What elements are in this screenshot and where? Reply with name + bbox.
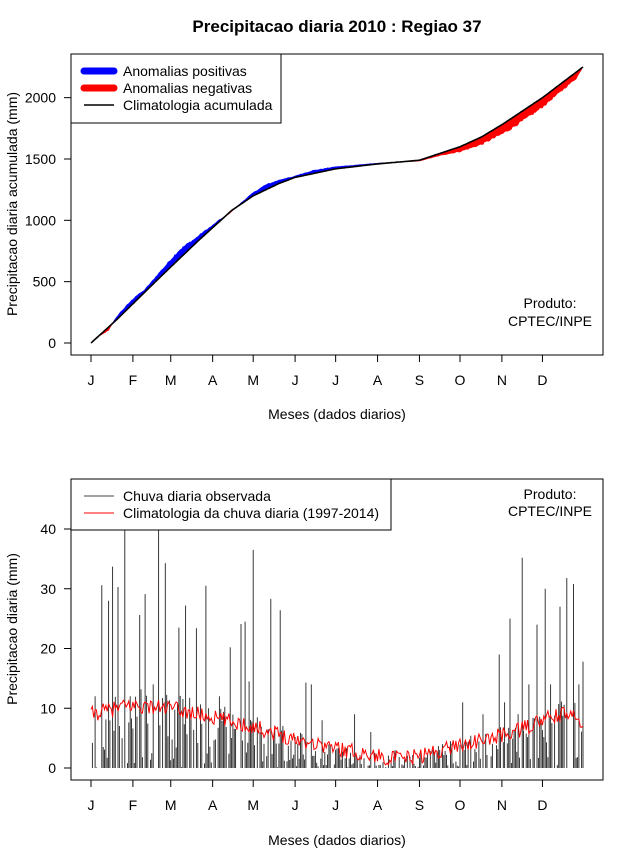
top-legend: Anomalias positivas Anomalias negativas …	[70, 53, 282, 124]
bottom-x-tick-label: N	[497, 797, 507, 813]
bottom-y-tick-label: 20	[40, 641, 56, 657]
bottom-y-tick-label: 0	[48, 760, 56, 776]
top-x-axis-label: Meses (dados diarios)	[268, 406, 406, 422]
bottom-credit-line-1: Produto:	[524, 486, 577, 502]
top-credit-line-2: CPTEC/INPE	[508, 313, 592, 329]
bottom-observed-bars	[91, 526, 584, 768]
top-x-tick-label: S	[415, 372, 424, 388]
top-x-tick-label: N	[497, 372, 507, 388]
top-x-tick-label: J	[332, 372, 339, 388]
figure-title: Precipitacao diaria 2010 : Regiao 37	[192, 17, 481, 36]
top-x-tick-label: A	[373, 372, 383, 388]
top-chart: 0 500 1000 1500 2000 J F M A M J J A S O N D Precipitac…	[4, 53, 604, 422]
bottom-climatology-line	[90, 699, 584, 767]
bottom-x-tick-label: M	[165, 797, 177, 813]
bottom-x-tick-label: A	[208, 797, 218, 813]
bottom-legend-label-climatology: Climatologia da chuva diaria (1997-2014)	[123, 505, 379, 521]
top-x-tick-label: F	[129, 372, 138, 388]
bottom-x-tick-label: A	[373, 797, 383, 813]
top-x-tick-label: J	[88, 372, 95, 388]
bottom-x-tick-label: D	[537, 797, 547, 813]
bottom-x-tick-label: J	[88, 797, 95, 813]
bottom-y-tick-label: 10	[40, 700, 56, 716]
top-x-tick-label: M	[165, 372, 177, 388]
bottom-y-axis-label: Precipitacao diaria (mm)	[4, 553, 20, 705]
negative-anomaly-band-5	[401, 67, 582, 163]
bottom-credit-line-2: CPTEC/INPE	[508, 503, 592, 519]
top-x-tick-label: O	[455, 372, 466, 388]
bottom-x-tick-label: F	[129, 797, 138, 813]
top-y-axis-label: Precipitacao diaria acumulada (mm)	[4, 92, 20, 316]
top-x-tick-label: J	[292, 372, 299, 388]
bottom-x-tick-label: J	[292, 797, 299, 813]
top-positive-anomaly-layer	[90, 161, 401, 344]
bottom-y-tick-label: 30	[40, 581, 56, 597]
top-y-tick-label: 1500	[25, 151, 56, 167]
top-x-tick-label: D	[537, 372, 547, 388]
bottom-y-axis: 0 10 20 30 40	[40, 521, 72, 776]
top-x-tick-label: M	[247, 372, 259, 388]
top-y-tick-label: 0	[48, 335, 56, 351]
top-legend-label-negative: Anomalias negativas	[123, 80, 252, 96]
bottom-x-axis-label: Meses (dados diarios)	[268, 832, 406, 848]
bottom-legend-label-observed: Chuva diaria observada	[123, 488, 271, 504]
top-y-tick-label: 500	[33, 274, 57, 290]
top-y-tick-label: 1000	[25, 212, 56, 228]
bottom-x-tick-label: S	[415, 797, 424, 813]
top-x-tick-label: A	[208, 372, 218, 388]
bottom-x-tick-label: M	[247, 797, 259, 813]
bottom-x-tick-label: J	[332, 797, 339, 813]
bottom-legend-box	[70, 478, 392, 531]
bottom-chart: 0 10 20 30 40 J F M A M J J A S O N D Precipitacao diar…	[4, 478, 604, 848]
top-legend-label-positive: Anomalias positivas	[123, 63, 247, 79]
top-credit-line-1: Produto:	[524, 295, 577, 311]
bottom-legend: Chuva diaria observada Climatologia da c…	[70, 478, 392, 531]
bottom-x-tick-label: O	[455, 797, 466, 813]
top-y-axis: 0 500 1000 1500 2000	[25, 90, 72, 351]
top-climatology-line	[90, 66, 584, 344]
bottom-y-tick-label: 40	[40, 521, 56, 537]
top-legend-label-climatology: Climatologia acumulada	[123, 97, 273, 113]
top-y-tick-label: 2000	[25, 90, 56, 106]
positive-anomaly-band-4	[235, 161, 401, 209]
